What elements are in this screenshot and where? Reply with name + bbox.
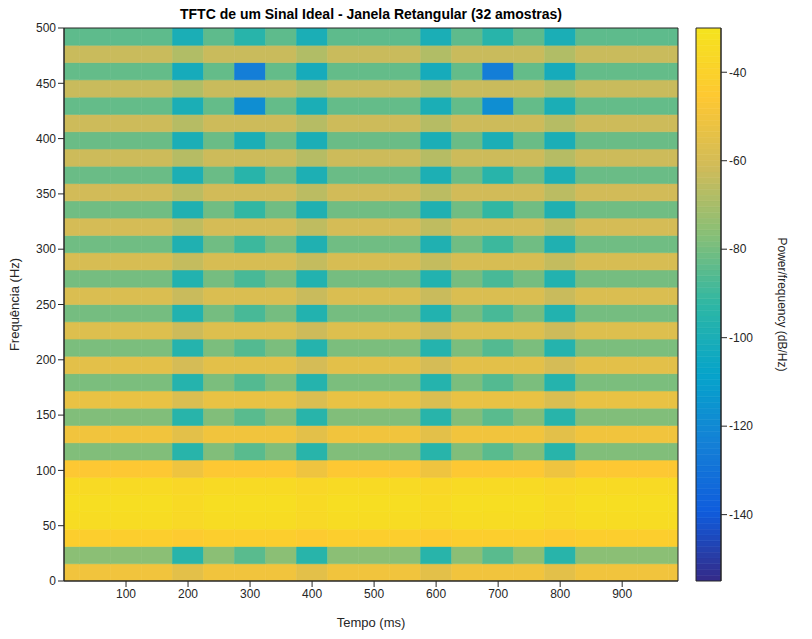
svg-text:100: 100 bbox=[116, 587, 136, 601]
svg-text:250: 250 bbox=[36, 298, 56, 312]
svg-text:-80: -80 bbox=[729, 242, 747, 256]
html-text:TFTC de um Sinal Ideal - Janel: TFTC de um Sinal Ideal - Janela Retangul… bbox=[180, 6, 562, 22]
svg-text:600: 600 bbox=[426, 587, 446, 601]
svg-text:50: 50 bbox=[43, 519, 57, 533]
svg-text:200: 200 bbox=[36, 353, 56, 367]
svg-text:150: 150 bbox=[36, 408, 56, 422]
svg-text:700: 700 bbox=[488, 587, 508, 601]
svg-text:-60: -60 bbox=[729, 154, 747, 168]
svg-text:100: 100 bbox=[36, 464, 56, 478]
svg-text:-40: -40 bbox=[729, 66, 747, 80]
svg-text:350: 350 bbox=[36, 187, 56, 201]
svg-text:Tempo (ms): Tempo (ms) bbox=[337, 615, 406, 630]
svg-text:-100: -100 bbox=[729, 331, 753, 345]
svg-text:200: 200 bbox=[178, 587, 198, 601]
svg-text:900: 900 bbox=[612, 587, 632, 601]
svg-text:400: 400 bbox=[302, 587, 322, 601]
svg-text:400: 400 bbox=[36, 132, 56, 146]
svg-text:450: 450 bbox=[36, 77, 56, 91]
svg-text:300: 300 bbox=[240, 587, 260, 601]
svg-text:0: 0 bbox=[49, 574, 56, 588]
svg-text:500: 500 bbox=[36, 21, 56, 35]
svg-text:300: 300 bbox=[36, 242, 56, 256]
svg-text:800: 800 bbox=[550, 587, 570, 601]
svg-text:Power/frequency (dB/Hz): Power/frequency (dB/Hz) bbox=[775, 237, 789, 371]
svg-text:-140: -140 bbox=[729, 508, 753, 522]
svg-text:Frequência (Hz): Frequência (Hz) bbox=[7, 258, 22, 351]
svg-text:500: 500 bbox=[364, 587, 384, 601]
svg-text:-120: -120 bbox=[729, 419, 753, 433]
